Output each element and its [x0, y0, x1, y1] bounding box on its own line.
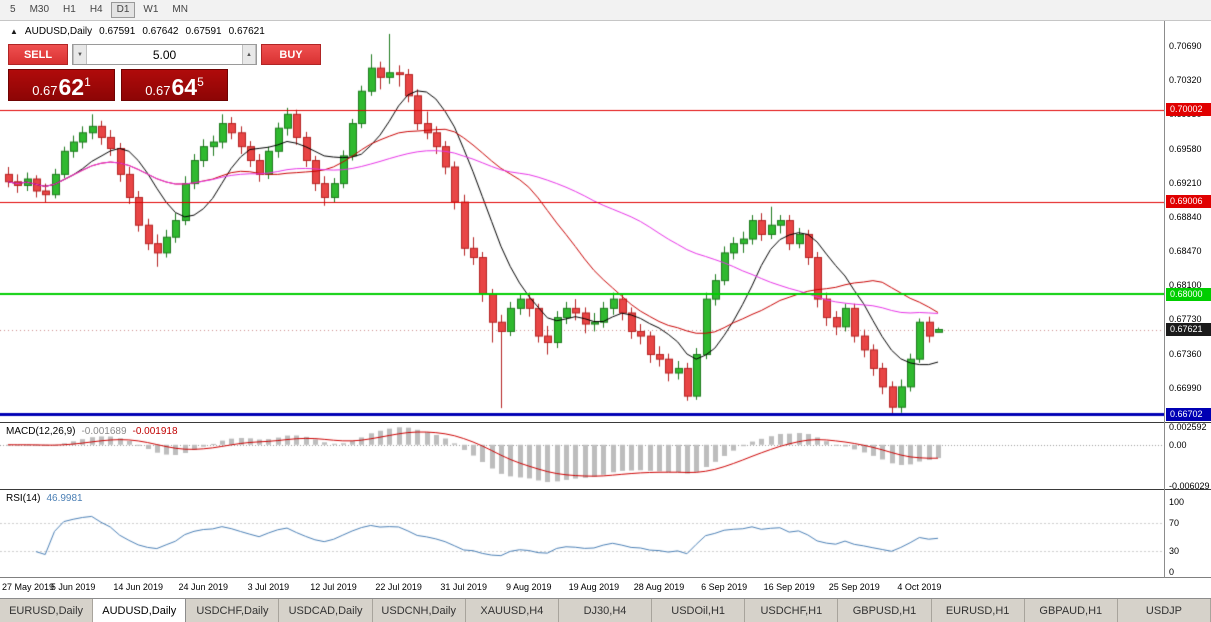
sell-price-display[interactable]: 0.67 62 1 — [8, 69, 115, 101]
rsi-value: 46.9981 — [46, 493, 83, 504]
trade-buttons-row: SELL ▼ ▲ BUY — [8, 44, 321, 65]
macd-scale-label: -0.006029 — [1169, 480, 1210, 491]
chart-tabbar: EURUSD,Daily AUDUSD,Daily USDCHF,Daily USDC… — [0, 598, 1211, 622]
current-price-tag: 0.67621 — [1166, 323, 1211, 336]
time-axis-label: 28 Aug 2019 — [633, 582, 685, 592]
volume-decrease-button[interactable]: ▼ — [73, 45, 87, 64]
time-axis-label: 25 Sep 2019 — [828, 582, 880, 592]
chart-tab-usdjp[interactable]: USDJP — [1118, 599, 1211, 622]
chart-tab-eurusd-h1[interactable]: EURUSD,H1 — [932, 599, 1025, 622]
chart-tab-usdoil-h1[interactable]: USDOil,H1 — [652, 599, 746, 622]
buy-price-prefix: 0.67 — [145, 83, 171, 98]
chart-tab-xauusd-h4[interactable]: XAUUSD,H4 — [466, 599, 559, 622]
macd-indicator-panel: MACD(12,26,9) -0.001689 -0.001918 — [0, 423, 1211, 490]
buy-price-display[interactable]: 0.67 64 5 — [121, 69, 228, 101]
sell-button[interactable]: SELL — [8, 44, 68, 65]
timeframe-button-w1[interactable]: W1 — [137, 2, 164, 18]
macd-signal-value: -0.001918 — [132, 426, 178, 437]
chart-tab-usdcnh-daily[interactable]: USDCNH,Daily — [373, 599, 466, 622]
price-axis-label: 0.70690 — [1169, 40, 1202, 51]
sell-price-prefix: 0.67 — [32, 83, 58, 98]
one-click-collapse-icon[interactable]: ▲ — [10, 27, 18, 36]
timeframe-button-m30[interactable]: M30 — [24, 2, 55, 18]
price-line-tag: 0.69006 — [1166, 195, 1211, 209]
ohlc-open: 0.67591 — [99, 26, 136, 37]
time-axis-label: 19 Aug 2019 — [568, 582, 620, 592]
time-axis-label: 16 Sep 2019 — [763, 582, 815, 592]
volume-stepper: ▼ ▲ — [72, 44, 257, 65]
time-axis-label: 9 Aug 2019 — [506, 582, 552, 592]
time-axis-label: 5 Jun 2019 — [50, 582, 96, 592]
chart-tab-gbpusd-h1[interactable]: GBPUSD,H1 — [838, 599, 932, 622]
timeframe-button-d1[interactable]: D1 — [110, 2, 136, 18]
chart-tab-dj30-h4[interactable]: DJ30,H4 — [559, 599, 653, 622]
trade-prices-row: 0.67 62 1 0.67 64 5 — [8, 69, 228, 101]
price-axis[interactable]: 0.706900.703200.699500.695800.692100.688… — [1164, 21, 1211, 578]
macd-canvas[interactable] — [0, 423, 1164, 489]
time-axis-label: 6 Sep 2019 — [701, 582, 748, 592]
rsi-scale-label: 100 — [1169, 497, 1185, 507]
time-axis-label: 31 Jul 2019 — [440, 582, 487, 592]
time-axis-label: 22 Jul 2019 — [375, 582, 422, 592]
sell-price-pips: 62 — [58, 74, 85, 100]
price-chart-panel: ▲ AUDUSD,Daily 0.67591 0.67642 0.67591 0… — [0, 21, 1211, 423]
rsi-scale-label: 0 — [1169, 567, 1175, 577]
symbol-period-label: AUDUSD,Daily — [24, 26, 93, 37]
time-axis-label: 12 Jul 2019 — [310, 582, 357, 592]
macd-label-row: MACD(12,26,9) -0.001689 -0.001918 — [6, 426, 178, 437]
rsi-indicator-panel: RSI(14) 46.9981 — [0, 490, 1211, 578]
chart-tab-eurusd-daily[interactable]: EURUSD,Daily — [0, 599, 94, 622]
buy-button[interactable]: BUY — [261, 44, 321, 65]
timeframe-button-5[interactable]: 5 — [4, 2, 22, 18]
macd-main-value: -0.001689 — [81, 426, 127, 437]
price-axis-label: 0.69210 — [1169, 177, 1202, 188]
timeframe-button-h4[interactable]: H4 — [84, 2, 109, 18]
sell-price-point: 1 — [84, 75, 91, 89]
chart-tab-audusd-daily[interactable]: AUDUSD,Daily — [93, 599, 187, 622]
ohlc-high: 0.67642 — [142, 26, 179, 37]
price-axis-label: 0.69580 — [1169, 143, 1202, 154]
price-line-tag: 0.66702 — [1166, 407, 1211, 421]
rsi-scale-label: 30 — [1169, 546, 1180, 556]
time-axis-label: 24 Jun 2019 — [178, 582, 229, 592]
chart-tab-gbpaud-h1[interactable]: GBPAUD,H1 — [1025, 599, 1118, 622]
price-line-tag: 0.70002 — [1166, 103, 1211, 117]
macd-scale-label: 0.002592 — [1169, 422, 1207, 433]
price-axis-label: 0.68100 — [1169, 280, 1202, 291]
time-axis-label: 4 Oct 2019 — [897, 582, 942, 592]
price-axis-label: 0.66990 — [1169, 382, 1202, 393]
timeframe-toolbar: 5 M30 H1 H4 D1 W1 MN — [0, 0, 1211, 21]
macd-scale-label: 0.00 — [1169, 439, 1187, 450]
price-axis-label: 0.68840 — [1169, 211, 1202, 222]
rsi-name-label: RSI(14) — [6, 493, 41, 504]
volume-input[interactable] — [87, 45, 242, 64]
rsi-scale-label: 70 — [1169, 518, 1180, 528]
price-line-tag: 0.68000 — [1166, 287, 1211, 301]
price-axis-label: 0.68470 — [1169, 246, 1202, 257]
price-axis-label: 0.67730 — [1169, 314, 1202, 325]
chart-tab-usdchf-daily[interactable]: USDCHF,Daily — [186, 599, 280, 622]
time-axis-label: 27 May 2019 — [2, 582, 55, 592]
price-axis-label: 0.67360 — [1169, 348, 1202, 359]
time-axis[interactable]: 27 May 2019 5 Jun 2019 14 Jun 2019 24 Jun 2… — [0, 578, 1211, 598]
chart-tab-usdcad-daily[interactable]: USDCAD,Daily — [279, 599, 373, 622]
timeframe-button-mn[interactable]: MN — [166, 2, 194, 18]
ohlc-header: ▲ AUDUSD,Daily 0.67591 0.67642 0.67591 0… — [10, 26, 265, 37]
rsi-label-row: RSI(14) 46.9981 — [6, 493, 83, 504]
price-axis-label: 0.70320 — [1169, 75, 1202, 86]
chart-tab-usdchf-h1[interactable]: USDCHF,H1 — [745, 599, 839, 622]
rsi-canvas[interactable] — [0, 490, 1164, 577]
ohlc-close: 0.67621 — [228, 26, 265, 37]
volume-increase-button[interactable]: ▲ — [242, 45, 256, 64]
ohlc-low: 0.67591 — [185, 26, 222, 37]
macd-name-label: MACD(12,26,9) — [6, 426, 76, 437]
time-axis-label: 3 Jul 2019 — [247, 582, 290, 592]
buy-price-pips: 64 — [171, 74, 198, 100]
buy-price-point: 5 — [197, 75, 204, 89]
time-axis-label: 14 Jun 2019 — [113, 582, 163, 592]
timeframe-button-h1[interactable]: H1 — [57, 2, 82, 18]
